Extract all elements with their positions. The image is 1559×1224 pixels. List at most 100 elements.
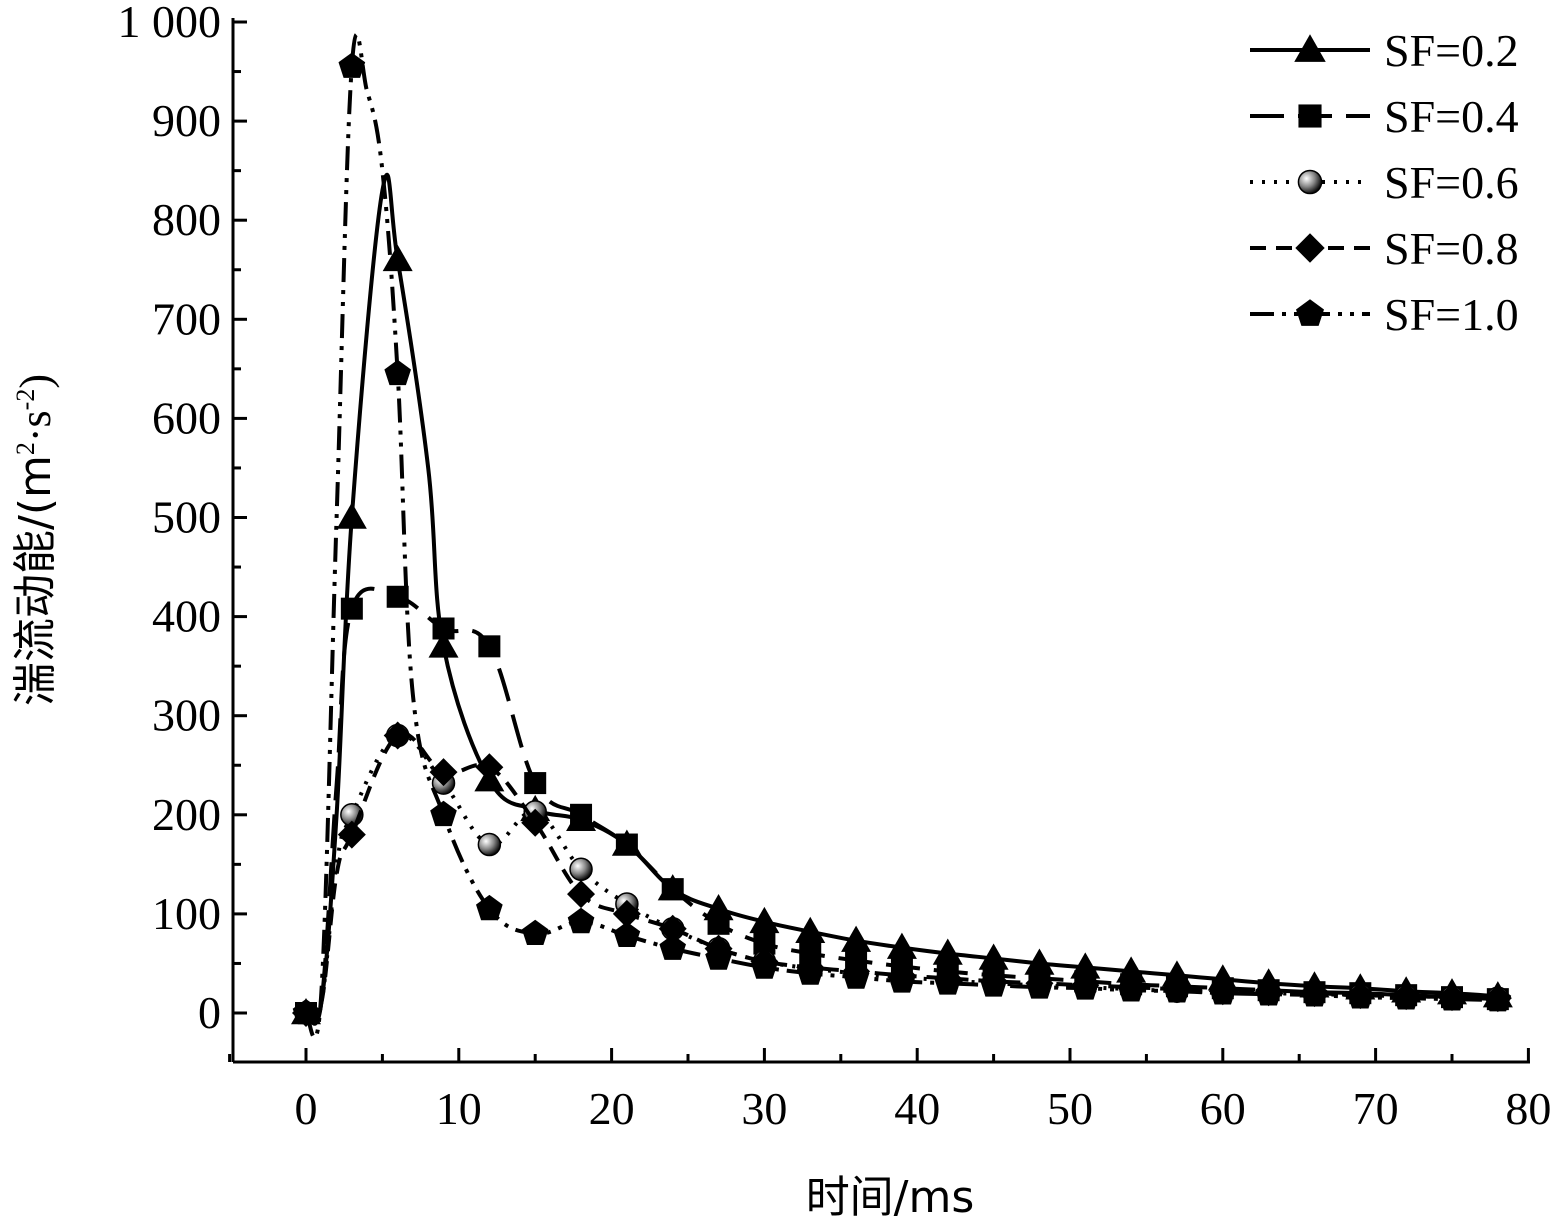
series-marker xyxy=(796,959,824,985)
series-marker xyxy=(1295,233,1325,263)
series-marker xyxy=(615,833,638,856)
y-axis-title-sup2: -2 xyxy=(11,389,40,411)
series-marker xyxy=(1484,986,1512,1012)
series-marker xyxy=(337,820,366,849)
y-tick-label: 400 xyxy=(152,591,221,642)
y-tick-label: 800 xyxy=(152,194,221,245)
series-sf-1-0 xyxy=(292,32,1512,1040)
y-tick-label: 900 xyxy=(152,95,221,146)
series-marker xyxy=(338,52,366,78)
y-tick-label: 100 xyxy=(152,888,221,939)
series-marker xyxy=(521,919,549,945)
y-tick-label: 1 000 xyxy=(118,0,222,47)
y-axis-title-suffix: ) xyxy=(11,374,60,389)
series-marker xyxy=(429,758,458,787)
series-marker xyxy=(475,753,504,782)
series-marker xyxy=(795,916,826,943)
series-marker xyxy=(524,772,547,795)
series-marker xyxy=(749,906,780,934)
x-tick-label: 20 xyxy=(589,1083,635,1134)
legend-item: SF=0.4 xyxy=(1250,91,1519,142)
y-tick-label: 200 xyxy=(152,789,221,840)
series-line xyxy=(304,172,1498,1024)
series-marker xyxy=(567,907,595,934)
legend-label: SF=0.2 xyxy=(1384,25,1519,76)
x-tick-label: 40 xyxy=(894,1083,940,1134)
series-marker xyxy=(1296,299,1324,326)
series-marker xyxy=(612,899,641,928)
series-marker xyxy=(886,932,917,959)
series-marker xyxy=(658,914,687,943)
series-marker xyxy=(705,944,732,970)
series-marker xyxy=(888,967,916,993)
series-marker xyxy=(934,969,962,995)
series-marker xyxy=(430,800,457,827)
y-tick-label: 600 xyxy=(152,392,221,443)
series-marker xyxy=(841,925,872,952)
series-marker xyxy=(521,808,550,837)
series-marker xyxy=(1347,983,1374,1009)
series-marker xyxy=(980,971,1007,997)
series-sf-0-4 xyxy=(295,585,1509,1026)
series-marker xyxy=(613,921,641,947)
series-marker xyxy=(659,934,686,960)
series-marker xyxy=(292,999,320,1025)
y-axis-title-prefix: 湍流动能/(m xyxy=(10,455,61,706)
series-marker xyxy=(569,857,593,882)
series-marker xyxy=(1438,985,1466,1011)
series-marker xyxy=(476,894,503,921)
series-marker xyxy=(383,721,412,750)
series-marker xyxy=(1297,169,1323,195)
x-axis-title: 时间/ms xyxy=(806,1172,975,1223)
legend-item: SF=1.0 xyxy=(1250,289,1519,340)
x-tick-label: 60 xyxy=(1200,1083,1246,1134)
series-marker xyxy=(386,585,409,608)
series-marker xyxy=(1072,974,1099,1000)
series-marker xyxy=(1209,979,1237,1005)
x-tick-label: 80 xyxy=(1505,1083,1551,1134)
legend-item: SF=0.2 xyxy=(1250,25,1519,76)
series-marker xyxy=(661,878,684,901)
series-marker xyxy=(336,502,367,529)
legend-item: SF=0.8 xyxy=(1250,223,1519,274)
series-marker xyxy=(382,244,413,272)
y-axis-title: 湍流动能/(m2·s-2) xyxy=(10,374,61,706)
x-tick-label: 70 xyxy=(1353,1083,1399,1134)
y-axis-title-sup1: 2 xyxy=(11,442,40,455)
series-marker xyxy=(570,803,593,826)
series-marker xyxy=(1294,34,1326,62)
series-sf-0-2 xyxy=(291,172,1513,1025)
legend-label: SF=0.6 xyxy=(1384,157,1519,208)
y-tick-label: 300 xyxy=(152,690,221,741)
y-tick-label: 0 xyxy=(198,987,221,1038)
legend-label: SF=0.4 xyxy=(1384,91,1519,142)
plot-series xyxy=(291,32,1513,1040)
series-marker xyxy=(428,631,459,658)
series-marker xyxy=(1392,984,1420,1010)
series-marker xyxy=(1255,980,1282,1006)
series-marker xyxy=(340,597,363,620)
series-marker xyxy=(1026,973,1053,999)
x-tick-label: 0 xyxy=(295,1083,318,1134)
series-marker xyxy=(477,832,502,857)
x-tick-label: 50 xyxy=(1047,1083,1093,1134)
series-marker xyxy=(751,953,778,979)
series-marker xyxy=(1163,977,1191,1003)
legend-item: SF=0.6 xyxy=(1250,157,1519,208)
series-marker xyxy=(932,938,963,965)
series-marker xyxy=(384,359,411,386)
y-axis-title-mid: ·s xyxy=(11,410,60,442)
x-ticks: 0 10 20 30 40 50 60 70 80 xyxy=(228,1048,1551,1134)
x-tick-label: 10 xyxy=(436,1083,482,1134)
y-tick-label: 500 xyxy=(152,492,221,543)
series-marker xyxy=(707,912,730,935)
series-marker xyxy=(432,617,455,640)
legend-label: SF=1.0 xyxy=(1384,289,1519,340)
legend-label: SF=0.8 xyxy=(1384,223,1519,274)
axes: 0 100 200 300 400 500 600 700 800 900 1 000 0 10 20 3… xyxy=(118,0,1552,1134)
legend: SF=0.2 SF=0.4 SF=0.6 SF=0.8 SF=1.0 xyxy=(1250,25,1519,340)
series-marker xyxy=(978,943,1009,970)
series-marker xyxy=(753,932,776,955)
x-tick-label: 30 xyxy=(741,1083,787,1134)
